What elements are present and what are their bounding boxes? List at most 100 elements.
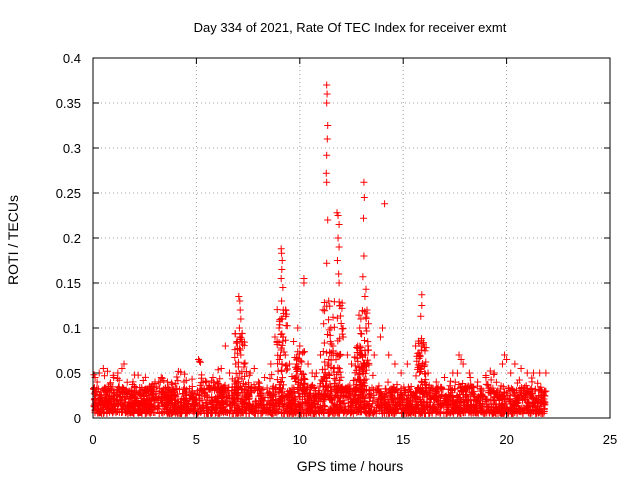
data-point: [496, 390, 504, 398]
data-point: [382, 390, 390, 398]
data-point: [506, 407, 514, 415]
data-point: [343, 386, 351, 394]
data-point: [415, 355, 423, 363]
data-point: [517, 388, 525, 396]
data-point: [258, 395, 266, 403]
data-point: [265, 401, 273, 409]
data-point: [332, 376, 340, 384]
data-point: [251, 385, 259, 393]
data-point: [251, 408, 259, 416]
y-tick-label: 0.05: [56, 366, 81, 381]
data-point: [412, 388, 420, 396]
data-point: [119, 389, 127, 397]
data-point: [414, 402, 422, 410]
data-point: [329, 364, 337, 372]
data-point: [237, 386, 245, 394]
data-point: [381, 200, 389, 208]
data-point: [335, 385, 343, 393]
data-point: [360, 252, 368, 260]
data-point: [533, 396, 541, 404]
data-point: [246, 400, 254, 408]
data-point: [305, 399, 313, 407]
x-tick-label: 10: [293, 432, 307, 447]
data-point: [282, 336, 290, 344]
data-point: [125, 406, 133, 414]
data-point: [273, 306, 281, 314]
data-point: [233, 383, 241, 391]
data-point: [503, 356, 511, 363]
data-point: [323, 178, 331, 186]
data-point: [419, 360, 427, 368]
data-point: [418, 302, 426, 309]
data-point: [282, 322, 290, 330]
data-point: [362, 324, 370, 332]
data-point: [483, 407, 491, 415]
data-point: [457, 397, 465, 405]
data-point: [323, 99, 331, 107]
data-point: [325, 370, 333, 378]
data-point: [240, 342, 248, 350]
data-point: [147, 383, 155, 390]
data-point: [536, 369, 544, 377]
data-point: [351, 369, 359, 377]
data-point: [269, 399, 277, 407]
data-point: [159, 387, 167, 395]
data-point: [137, 387, 145, 395]
data-point: [356, 405, 364, 413]
data-point: [360, 336, 368, 344]
data-point: [323, 135, 331, 143]
data-point: [277, 275, 285, 282]
data-point: [451, 378, 459, 386]
data-point: [421, 380, 429, 388]
data-point: [384, 398, 392, 406]
data-point: [172, 404, 180, 412]
data-point: [501, 351, 509, 359]
data-point: [231, 354, 239, 362]
data-point: [301, 393, 309, 401]
data-point: [209, 374, 217, 381]
data-point: [417, 364, 425, 372]
data-point: [236, 397, 244, 405]
data-point: [464, 406, 472, 414]
data-point: [134, 371, 142, 379]
data-point: [392, 408, 400, 416]
data-point: [110, 374, 118, 381]
data-point: [261, 374, 269, 381]
data-point: [311, 373, 319, 381]
data-point: [323, 81, 331, 89]
data-point: [466, 374, 474, 382]
data-point: [288, 405, 296, 413]
data-point: [172, 380, 180, 388]
data-point: [108, 392, 116, 400]
data-point: [428, 407, 436, 415]
data-point: [354, 344, 362, 352]
data-point: [409, 404, 417, 412]
data-point: [478, 392, 486, 400]
data-point: [221, 385, 229, 393]
data-point: [516, 385, 524, 393]
data-point: [199, 404, 207, 412]
data-point: [132, 397, 140, 405]
data-point: [347, 396, 355, 404]
data-point: [146, 402, 154, 410]
data-point: [258, 409, 266, 417]
data-point: [319, 408, 327, 416]
data-point: [275, 324, 283, 332]
data-point: [346, 389, 354, 397]
data-point: [451, 385, 459, 393]
data-point: [364, 338, 372, 346]
data-point: [196, 401, 204, 409]
data-point: [113, 388, 121, 396]
data-point: [139, 377, 147, 385]
data-point: [250, 365, 258, 372]
data-point: [137, 408, 145, 416]
data-point: [501, 388, 509, 396]
data-point: [298, 370, 306, 378]
data-point: [329, 396, 337, 404]
data-point: [231, 346, 239, 354]
data-point: [329, 313, 337, 321]
data-point: [473, 398, 481, 406]
data-point: [136, 408, 144, 416]
data-point: [227, 402, 235, 410]
data-point: [102, 395, 110, 403]
